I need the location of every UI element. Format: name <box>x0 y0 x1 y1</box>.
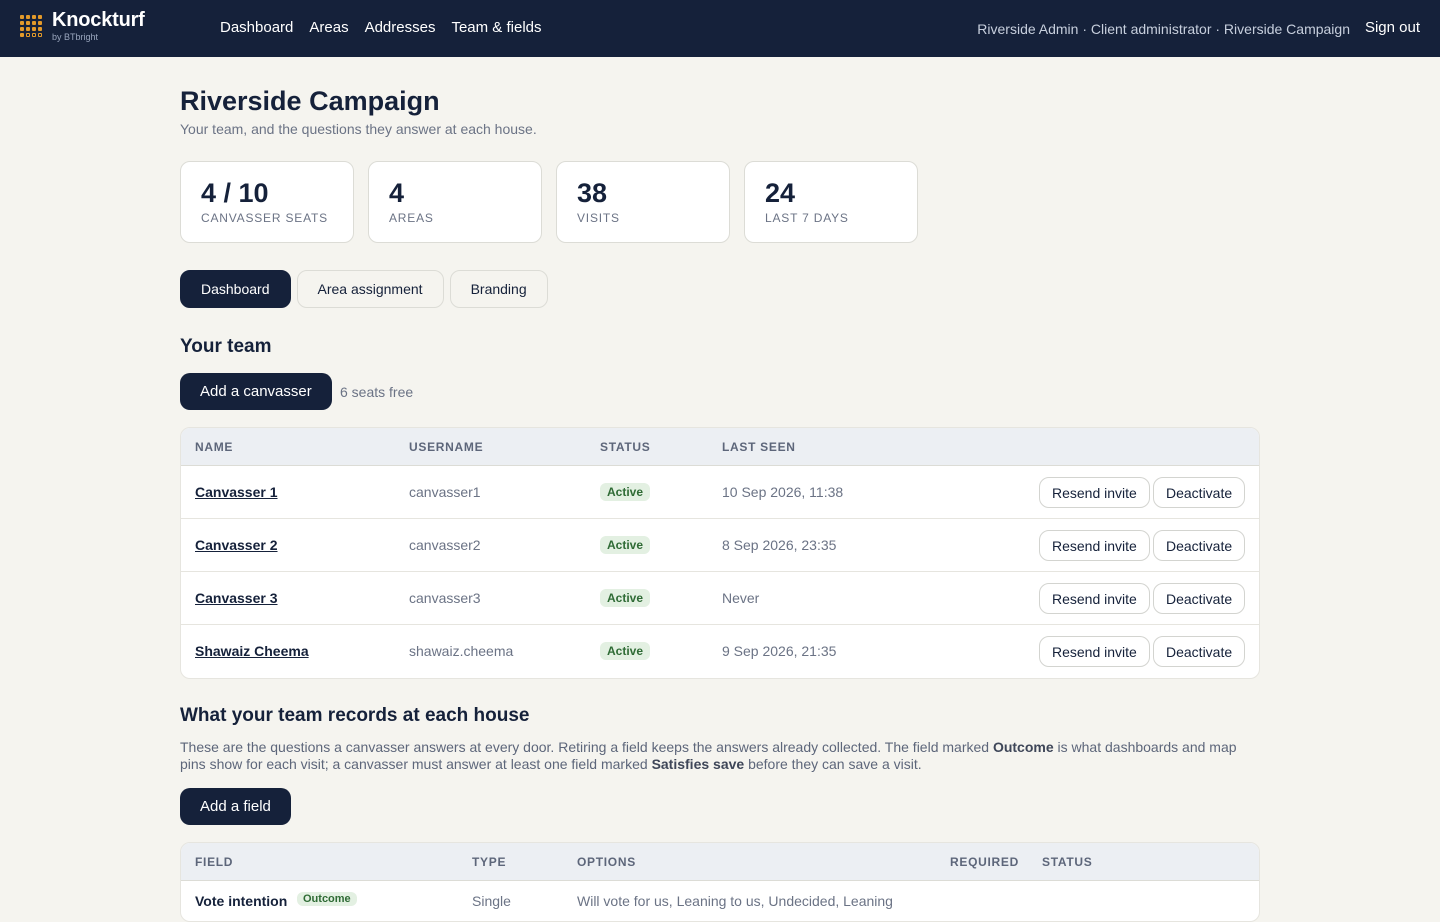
resend-invite-button[interactable]: Resend invite <box>1039 583 1150 614</box>
nav-team-fields[interactable]: Team & fields <box>451 19 542 36</box>
resend-invite-button[interactable]: Resend invite <box>1039 636 1150 667</box>
fields-description: These are the questions a canvasser answ… <box>180 739 1260 773</box>
nav-dashboard[interactable]: Dashboard <box>220 19 294 36</box>
team-table: NAME USERNAME STATUS LAST SEEN Canvasser… <box>180 427 1260 679</box>
table-row: Canvasser 1 canvasser1 Active 10 Sep 202… <box>181 466 1259 519</box>
brand-name[interactable]: Knockturf <box>52 9 145 31</box>
main-nav: Dashboard Areas Addresses Team & fields <box>220 19 542 36</box>
canvasser-name-link[interactable]: Canvasser 1 <box>195 484 278 500</box>
seats-free-text: 6 seats free <box>340 384 414 400</box>
nav-addresses[interactable]: Addresses <box>364 19 436 36</box>
fields-description-text: before they can save a visit. <box>744 756 922 772</box>
tab-dashboard[interactable]: Dashboard <box>180 270 291 308</box>
deactivate-button[interactable]: Deactivate <box>1153 477 1246 508</box>
column-header-username: USERNAME <box>409 440 484 454</box>
team-table-header: NAME USERNAME STATUS LAST SEEN <box>181 428 1259 466</box>
column-header-options: OPTIONS <box>577 855 636 869</box>
field-type: Single <box>472 893 511 909</box>
stat-value: 24 <box>765 178 796 208</box>
stat-value: 4 <box>389 178 405 208</box>
stat-label: CANVASSER SEATS <box>201 211 328 225</box>
stat-value: 4 / 10 <box>201 178 269 208</box>
page-subtitle: Your team, and the questions they answer… <box>180 121 537 137</box>
column-header-last-seen: LAST SEEN <box>722 440 796 454</box>
deactivate-button[interactable]: Deactivate <box>1153 530 1246 561</box>
column-header-field: FIELD <box>195 855 234 869</box>
column-header-status: STATUS <box>600 440 651 454</box>
last-seen: Never <box>722 590 760 606</box>
stat-label: AREAS <box>389 211 434 225</box>
stat-card-last-7-days: 24 LAST 7 DAYS <box>744 161 918 243</box>
fields-description-text: is what dashboards and map pins show for… <box>180 739 1237 772</box>
tab-area-assignment[interactable]: Area assignment <box>296 270 444 308</box>
status-badge: Active <box>600 589 651 607</box>
table-row: Canvasser 3 canvasser3 Active Never Rese… <box>181 572 1259 625</box>
table-row: Vote intention Outcome Single Will vote … <box>181 881 1259 921</box>
outcome-term: Outcome <box>992 739 1054 755</box>
stat-label: LAST 7 DAYS <box>765 211 849 225</box>
table-row: Canvasser 2 canvasser2 Active 8 Sep 2026… <box>181 519 1259 572</box>
canvasser-name-link[interactable]: Shawaiz Cheema <box>195 643 309 659</box>
canvasser-name-link[interactable]: Canvasser 3 <box>195 590 278 606</box>
fields-heading: What your team records at each house <box>180 705 530 726</box>
add-canvasser-button[interactable]: Add a canvasser <box>180 373 332 410</box>
deactivate-button[interactable]: Deactivate <box>1153 583 1246 614</box>
logo-icon[interactable] <box>20 15 42 37</box>
nav-areas[interactable]: Areas <box>309 19 349 36</box>
fields-table: FIELD TYPE OPTIONS REQUIRED STATUS Vote … <box>180 842 1260 922</box>
field-options: Will vote for us, Leaning to us, Undecid… <box>577 893 893 909</box>
stat-value: 38 <box>577 178 608 208</box>
stat-card-visits: 38 VISITS <box>556 161 730 243</box>
stat-label: VISITS <box>577 211 620 225</box>
top-navbar: Knockturf by BTbright Dashboard Areas Ad… <box>0 0 1440 57</box>
canvasser-name-link[interactable]: Canvasser 2 <box>195 537 278 553</box>
user-context: Riverside Admin · Client administrator ·… <box>977 21 1350 37</box>
sign-out-link[interactable]: Sign out <box>1364 19 1420 36</box>
stat-card-areas: 4 AREAS <box>368 161 542 243</box>
last-seen: 9 Sep 2026, 21:35 <box>722 643 837 659</box>
status-badge: Active <box>600 642 651 660</box>
column-header-name: NAME <box>195 440 234 454</box>
satisfies-save-term: Satisfies save <box>651 756 745 772</box>
status-badge: Active <box>600 536 651 554</box>
username: shawaiz.cheema <box>409 643 514 659</box>
section-tabs: Dashboard Area assignment Branding <box>180 270 548 308</box>
fields-description-text: These are the questions a canvasser answ… <box>180 739 993 755</box>
resend-invite-button[interactable]: Resend invite <box>1039 477 1150 508</box>
column-header-required: REQUIRED <box>950 855 1019 869</box>
status-badge: Active <box>600 483 651 501</box>
brand-subtitle: by BTbright <box>52 32 99 42</box>
stat-card-seats: 4 / 10 CANVASSER SEATS <box>180 161 354 243</box>
username: canvasser3 <box>409 590 481 606</box>
outcome-tag: Outcome <box>297 892 357 906</box>
deactivate-button[interactable]: Deactivate <box>1153 636 1246 667</box>
fields-table-header: FIELD TYPE OPTIONS REQUIRED STATUS <box>181 843 1259 881</box>
field-name[interactable]: Vote intention <box>195 893 288 909</box>
tab-branding[interactable]: Branding <box>449 270 548 308</box>
table-row: Shawaiz Cheema shawaiz.cheema Active 9 S… <box>181 625 1259 678</box>
username: canvasser2 <box>409 537 481 553</box>
column-header-type: TYPE <box>472 855 507 869</box>
team-heading: Your team <box>180 336 272 357</box>
username: canvasser1 <box>409 484 481 500</box>
add-field-button[interactable]: Add a field <box>180 788 291 825</box>
last-seen: 8 Sep 2026, 23:35 <box>722 537 837 553</box>
column-header-status: STATUS <box>1042 855 1093 869</box>
page-title: Riverside Campaign <box>180 86 440 116</box>
last-seen: 10 Sep 2026, 11:38 <box>722 484 844 500</box>
resend-invite-button[interactable]: Resend invite <box>1039 530 1150 561</box>
